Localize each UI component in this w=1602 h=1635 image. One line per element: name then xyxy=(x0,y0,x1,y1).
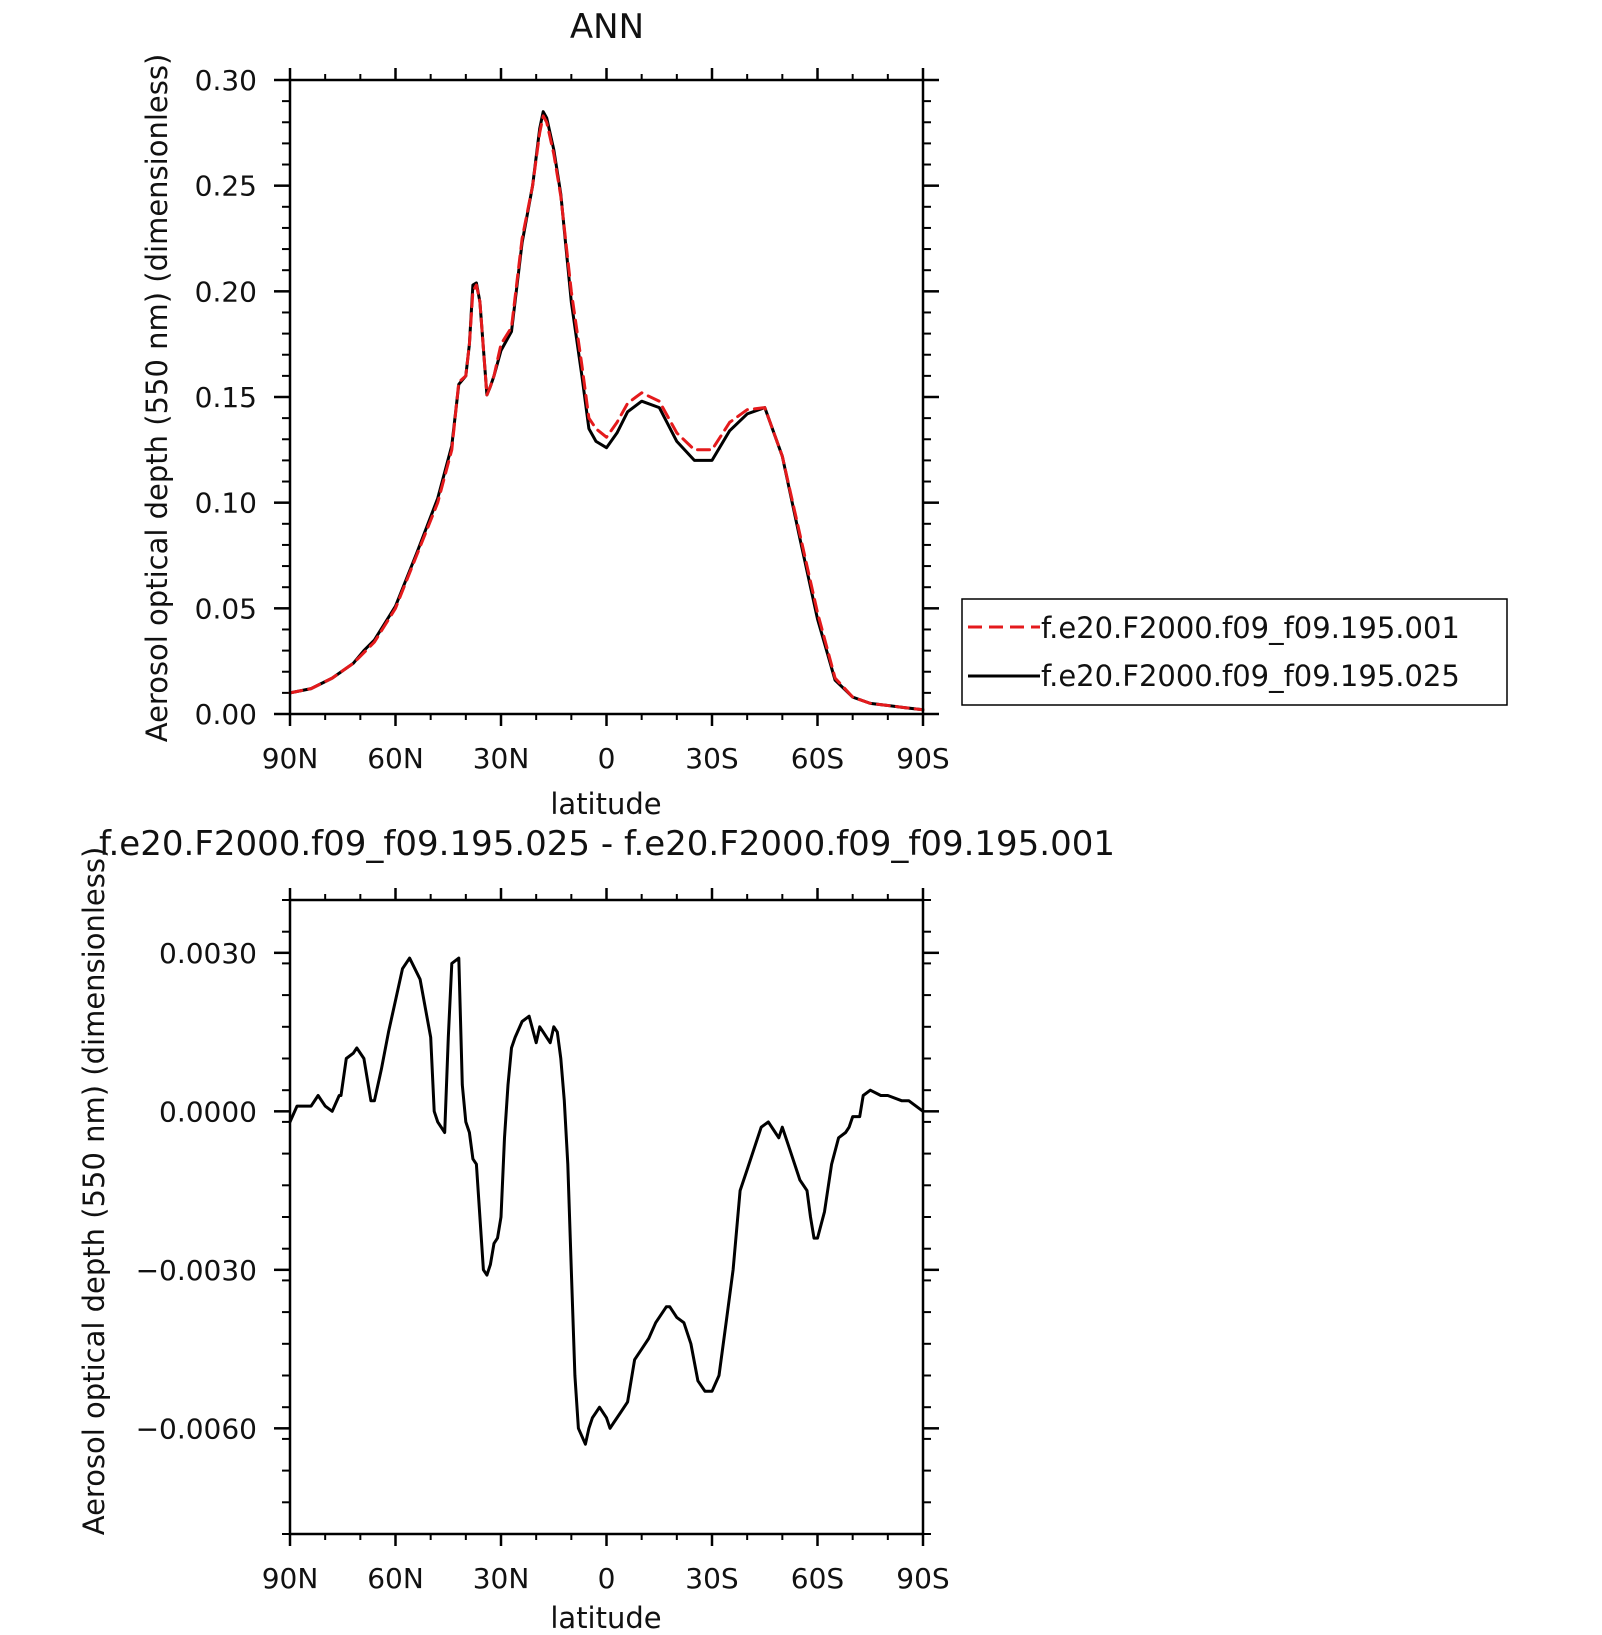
bottom-x-tick-labels: 90N 60N 30N 0 30S 60S 90S xyxy=(262,1562,950,1595)
y-tick-label: 0.20 xyxy=(195,275,257,308)
top-chart-title: ANN xyxy=(570,7,644,47)
x-tick-label: 30S xyxy=(685,742,738,775)
bottom-ticks xyxy=(274,888,939,1546)
y-tick-label: 0.00 xyxy=(195,698,257,731)
legend-label-series-1: f.e20.F2000.f09_f09.195.001 xyxy=(1041,611,1460,645)
top-series xyxy=(288,110,925,712)
y-tick-label: 0.10 xyxy=(195,487,257,520)
x-tick-label: 90S xyxy=(896,742,949,775)
x-tick-label: 90N xyxy=(262,742,319,775)
legend-box xyxy=(961,598,1508,706)
x-tick-label: 30N xyxy=(473,742,530,775)
y-tick-label: 0.25 xyxy=(195,170,257,203)
y-tick-label: 0.15 xyxy=(195,381,257,414)
y-tick-label: 0.0030 xyxy=(159,937,257,970)
top-x-tick-labels: 90N 60N 30N 0 30S 60S 90S xyxy=(262,742,950,775)
x-tick-label: 30N xyxy=(473,1562,530,1595)
bottom-plot-frame xyxy=(288,898,925,1536)
x-tick-label: 60N xyxy=(367,742,424,775)
y-tick-label: 0.30 xyxy=(195,64,257,97)
top-x-axis-label: latitude xyxy=(550,787,661,821)
bottom-panel: f.e20.F2000.f09_f09.195.025 - f.e20.F200… xyxy=(77,824,1115,1635)
y-tick-label: −0.0060 xyxy=(136,1412,257,1445)
bottom-chart-title: f.e20.F2000.f09_f09.195.025 - f.e20.F200… xyxy=(99,824,1115,864)
y-tick-label: 0.05 xyxy=(195,592,257,625)
x-tick-label: 60S xyxy=(791,1562,844,1595)
x-tick-label: 90N xyxy=(262,1562,319,1595)
bottom-x-axis-label: latitude xyxy=(550,1601,661,1635)
legend: f.e20.F2000.f09_f09.195.001 f.e20.F2000.… xyxy=(961,598,1508,706)
top-y-tick-labels: 0.00 0.05 0.10 0.15 0.20 0.25 0.30 xyxy=(195,64,257,731)
bottom-y-tick-labels: −0.0060 −0.0030 0.0000 0.0030 xyxy=(136,937,257,1446)
bottom-series-line-1 xyxy=(288,956,925,1446)
top-series-line-2 xyxy=(288,110,925,712)
top-y-axis-label: Aerosol optical depth (550 nm) (dimensio… xyxy=(140,54,174,743)
top-panel: ANN 90N 60N 30N 0 30S 60S 90S 0.00 0.05 0.10 0.15… xyxy=(140,7,950,821)
x-tick-label: 0 xyxy=(598,1562,616,1595)
top-ticks xyxy=(274,68,939,726)
top-series-line-1 xyxy=(288,114,925,712)
x-tick-label: 30S xyxy=(685,1562,738,1595)
x-tick-label: 0 xyxy=(598,742,616,775)
x-tick-label: 90S xyxy=(896,1562,949,1595)
bottom-series xyxy=(288,956,925,1446)
top-plot-frame xyxy=(288,78,925,716)
legend-label-series-2: f.e20.F2000.f09_f09.195.025 xyxy=(1041,659,1460,693)
y-tick-label: 0.0000 xyxy=(159,1095,257,1128)
x-tick-label: 60N xyxy=(367,1562,424,1595)
x-tick-label: 60S xyxy=(791,742,844,775)
bottom-y-axis-label: Aerosol optical depth (550 nm) (dimensio… xyxy=(77,847,111,1536)
y-tick-label: −0.0030 xyxy=(136,1254,257,1287)
